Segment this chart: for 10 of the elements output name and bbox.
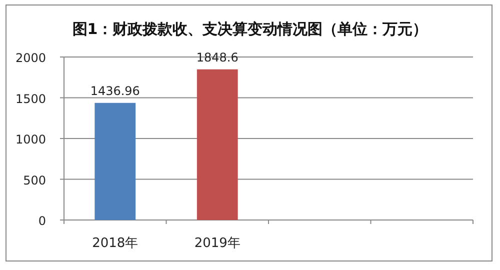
y-tick-label: 0 <box>38 214 46 228</box>
y-tick-label: 1500 <box>15 92 46 106</box>
y-tick-label: 1000 <box>15 132 46 146</box>
data-label: 1848.6 <box>196 50 238 64</box>
x-tick-label: 2019年 <box>194 236 240 251</box>
y-tick-label: 500 <box>23 173 46 188</box>
x-tick-label: 2018年 <box>92 236 138 251</box>
y-tick-label: 2000 <box>15 51 46 65</box>
data-label: 1436.96 <box>90 84 140 98</box>
chart-title: 图1：财政拨款收、支决算变动情况图（单位：万元） <box>72 20 428 38</box>
